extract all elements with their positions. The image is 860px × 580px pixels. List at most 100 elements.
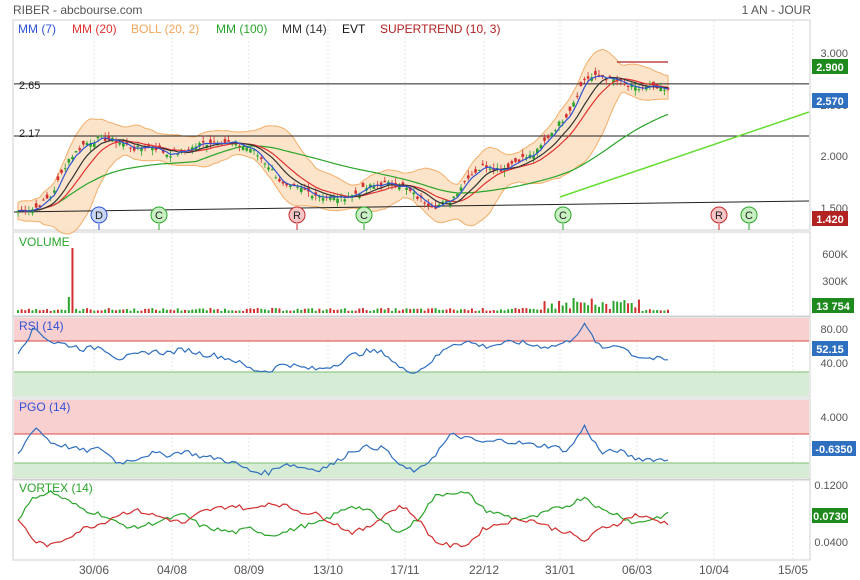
volume-bar-20 xyxy=(89,309,92,313)
candle-body-61 xyxy=(238,145,241,147)
candle-body-168 xyxy=(626,85,630,87)
volume-bar-85 xyxy=(325,309,328,313)
volume-bar-126 xyxy=(474,310,477,313)
candle-body-81 xyxy=(310,195,314,199)
volume-bar-137 xyxy=(514,308,517,313)
candle-body-100 xyxy=(379,182,383,187)
candle-body-95 xyxy=(361,182,365,187)
period-label[interactable]: 1 AN - JOUR xyxy=(742,3,812,17)
candle-body-83 xyxy=(318,196,321,198)
volume-bar-131 xyxy=(492,310,495,313)
legend-evt[interactable]: EVT xyxy=(342,22,366,36)
x-axis-labels: 30/06 04/08 08/09 13/10 17/11 22/12 31/01 06/03… xyxy=(79,563,808,577)
volume-bar-129 xyxy=(485,310,488,313)
legend-mm100[interactable]: MM (100) xyxy=(216,22,267,36)
candle-body-129 xyxy=(485,165,488,168)
x-label-0: 30/06 xyxy=(79,563,109,577)
volume-bar-178 xyxy=(663,310,666,313)
volume-bar-177 xyxy=(659,310,662,313)
legend-mm20[interactable]: MM (20) xyxy=(72,22,117,36)
volume-bar-60 xyxy=(234,310,237,313)
candle-body-146 xyxy=(546,135,550,139)
volume-bar-52 xyxy=(205,310,208,313)
x-label-5: 22/12 xyxy=(469,563,499,577)
volume-bar-11 xyxy=(56,309,59,313)
volume-bar-109 xyxy=(412,308,415,313)
volume-bar-162 xyxy=(605,303,608,313)
volume-bar-3 xyxy=(27,308,30,313)
volume-bar-156 xyxy=(583,302,586,313)
volume-bar-133 xyxy=(499,309,502,313)
candle-body-37 xyxy=(151,147,154,151)
candle-body-113 xyxy=(427,203,430,206)
candle-body-16 xyxy=(74,151,78,153)
candle-body-127 xyxy=(477,169,481,171)
candle-body-31 xyxy=(129,147,132,149)
x-label-3: 13/10 xyxy=(313,563,343,577)
volume-bar-130 xyxy=(489,310,492,313)
volume-bar-13 xyxy=(64,310,67,313)
volume-bar-96 xyxy=(365,310,368,313)
candle-body-159 xyxy=(594,71,597,75)
vortex-lines xyxy=(17,490,669,549)
volume-bar-48 xyxy=(191,309,194,313)
badge-price-last-text: 2.570 xyxy=(816,96,844,108)
volume-bar-138 xyxy=(518,309,521,313)
x-label-4: 17/11 xyxy=(390,563,419,577)
candle-body-156 xyxy=(583,79,586,81)
candle-body-54 xyxy=(212,141,216,143)
volume-bar-75 xyxy=(289,310,292,313)
candle-body-93 xyxy=(354,190,358,194)
volume-bar-166 xyxy=(619,302,622,313)
candle-body-71 xyxy=(274,177,278,179)
volume-bar-2 xyxy=(24,310,27,313)
volume-bar-107 xyxy=(405,308,408,313)
candle-body-29 xyxy=(122,143,125,147)
legend-supertrend[interactable]: SUPERTREND (10, 3) xyxy=(380,22,500,36)
volume-bar-29 xyxy=(122,309,125,313)
candle-body-69 xyxy=(267,167,270,170)
badge-price-last xyxy=(812,93,848,108)
candle-body-138 xyxy=(517,159,521,163)
candle-body-68 xyxy=(263,163,267,165)
candle-body-9 xyxy=(49,196,52,198)
volume-bar-21 xyxy=(93,310,96,313)
legend-mm7[interactable]: MM (7) xyxy=(18,22,56,36)
volume-bar-146 xyxy=(547,308,550,313)
volume-bar-91 xyxy=(347,310,350,313)
chart-title: RIBER - abcbourse.com xyxy=(13,3,142,17)
candle-body-109 xyxy=(412,192,416,195)
legend-boll[interactable]: BOLL (20, 2) xyxy=(131,22,199,36)
volume-bar-142 xyxy=(532,308,535,313)
candle-body-107 xyxy=(405,187,408,191)
candle-body-44 xyxy=(176,153,180,155)
volume-bar-62 xyxy=(242,310,245,313)
volume-bar-143 xyxy=(536,309,539,313)
badge-rsi-text: 52.15 xyxy=(816,344,844,356)
badge-volume-text: 13 754 xyxy=(816,301,851,313)
volume-bar-50 xyxy=(198,308,201,313)
candle-body-36 xyxy=(147,145,151,147)
volume-bar-127 xyxy=(478,310,481,313)
legend-mm14[interactable]: MM (14) xyxy=(282,22,327,36)
vortex-minus-line xyxy=(17,502,669,549)
volume-bar-38 xyxy=(154,309,157,313)
volume-bar-28 xyxy=(118,309,121,313)
badge-vortex xyxy=(812,508,848,523)
volume-bar-144 xyxy=(539,309,542,313)
candle-body-74 xyxy=(285,183,289,186)
volume-bar-110 xyxy=(416,308,419,313)
marker-label-1: C xyxy=(155,210,163,222)
volume-bar-97 xyxy=(369,310,372,313)
candle-body-52 xyxy=(205,144,209,148)
candle-body-32 xyxy=(132,146,136,151)
volume-bar-64 xyxy=(249,308,252,313)
candle-body-17 xyxy=(78,148,82,151)
candle-body-121 xyxy=(456,193,459,197)
volume-bar-77 xyxy=(296,308,299,313)
candle-body-42 xyxy=(169,156,172,158)
marker-label-2: R xyxy=(293,210,301,222)
volume-bar-61 xyxy=(238,310,241,313)
badge-price-low-text: 1.420 xyxy=(816,214,844,226)
volume-bar-17 xyxy=(78,310,81,313)
